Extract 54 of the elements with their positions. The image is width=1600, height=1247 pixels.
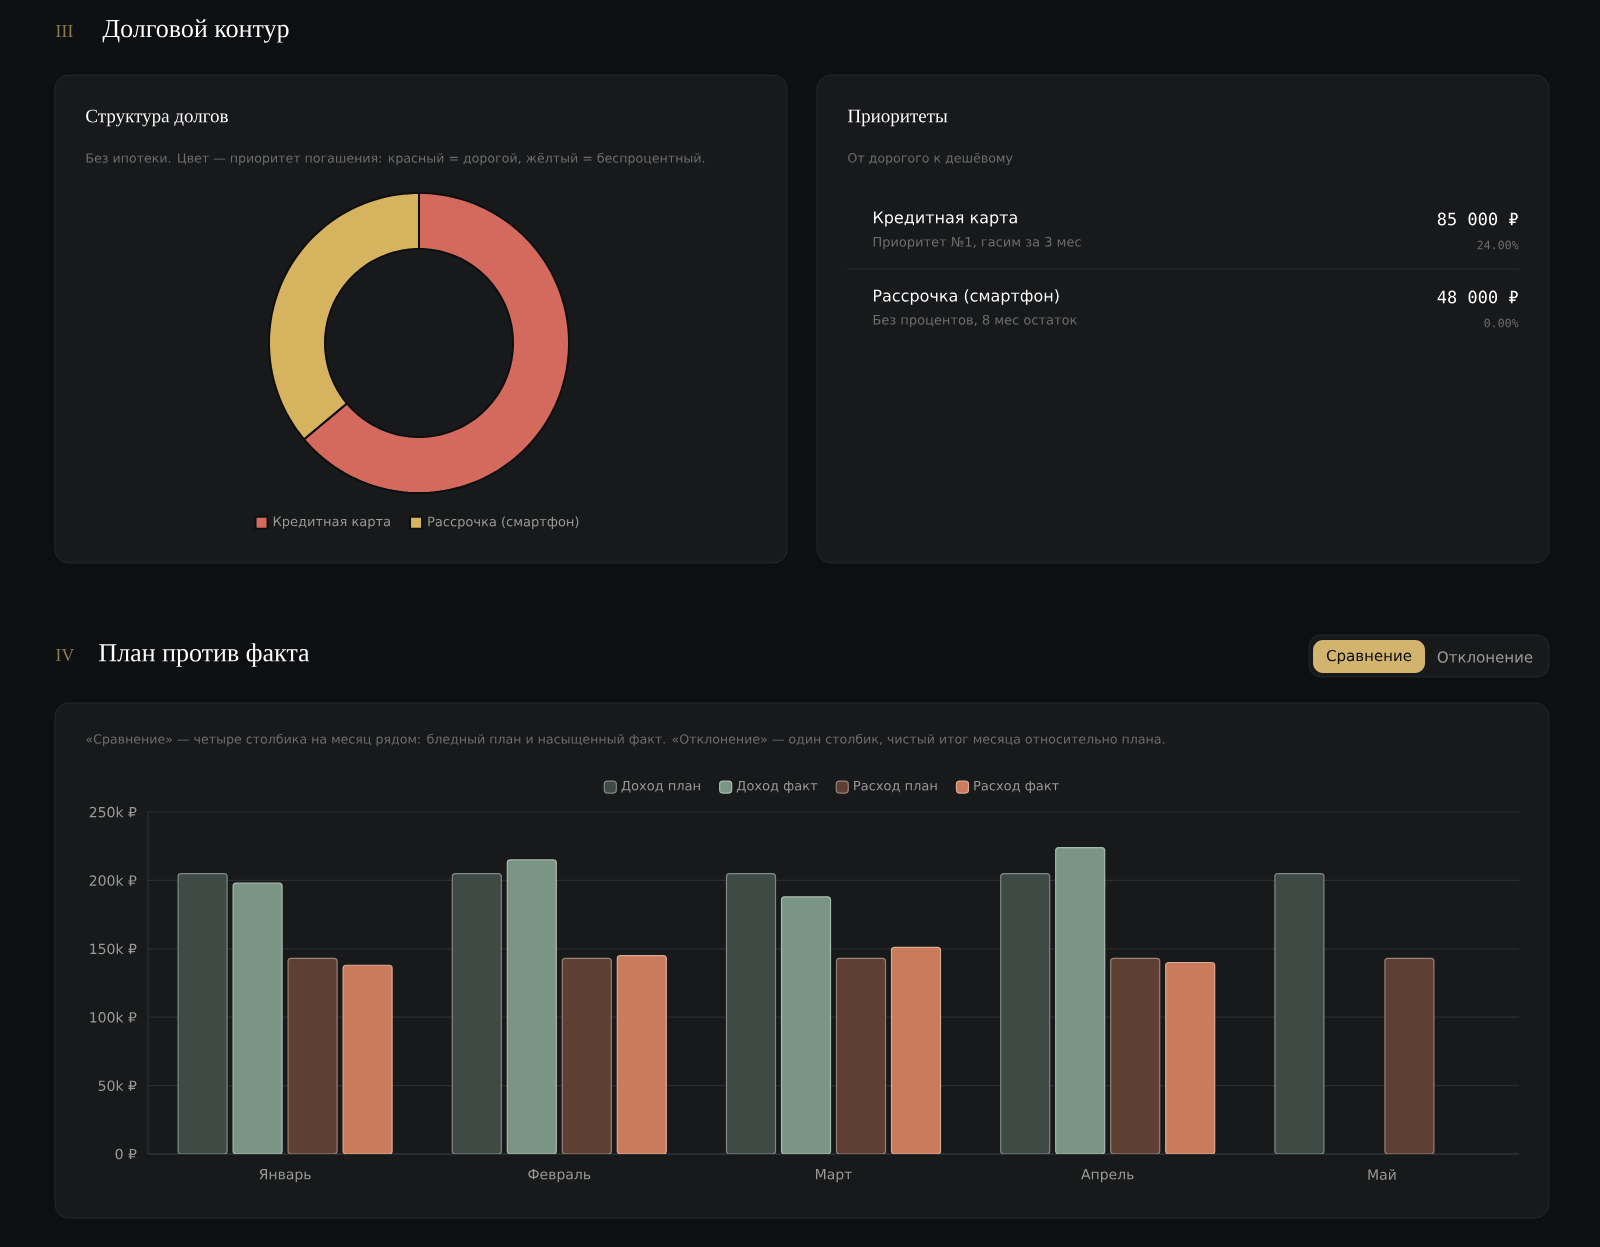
bar xyxy=(1274,872,1325,1155)
chart-subtitle: «Сравнение» — четыре столбика на месяц рядом: бледный план и насыщенный факт. «Отклонение» — один столбик, чистый итог месяца относительно плана. xyxy=(86,733,1165,747)
text: От дорогого к дешёвому xyxy=(848,152,1013,166)
text: Долговой контур xyxy=(102,19,289,43)
x-tick-label: Февраль xyxy=(528,1169,591,1183)
bar xyxy=(1000,872,1051,1155)
bar xyxy=(177,872,228,1155)
x-tick-label: Март xyxy=(816,1169,852,1183)
y-tick-label: 100k ₽ xyxy=(90,1011,137,1023)
bar xyxy=(287,957,338,1155)
y-tick-label: 150k ₽ xyxy=(90,943,137,955)
text: Отклонение xyxy=(1437,651,1533,663)
legend-label: Доход факт xyxy=(736,780,818,794)
text: 48 000 ₽ xyxy=(1437,290,1518,304)
text: Приоритеты xyxy=(847,109,948,127)
chart-subtitle: Без ипотеки. Цвет — приоритет погашения: красный = дорогой, жёлтый = беспроцентный. xyxy=(86,152,705,166)
bar xyxy=(232,882,283,1155)
text: Без процентов, 8 мес остаток xyxy=(873,314,1077,328)
text: 24.00% xyxy=(1477,240,1519,250)
bar xyxy=(561,957,612,1155)
y-tick-label: 200k ₽ xyxy=(89,875,137,886)
bar xyxy=(835,957,887,1155)
y-tick-label: 0 ₽ xyxy=(115,1148,137,1160)
text: 0.00% xyxy=(1484,318,1519,328)
text: 85 000 ₽ xyxy=(1437,212,1518,226)
bar xyxy=(1055,846,1106,1155)
x-tick-label: Май xyxy=(1368,1169,1396,1180)
bar xyxy=(342,964,393,1155)
bar xyxy=(1110,957,1161,1155)
bar xyxy=(725,872,777,1155)
y-tick-label: 250k ₽ xyxy=(89,806,137,818)
bar xyxy=(451,872,502,1155)
text: Кредитная карта xyxy=(873,211,1017,227)
legend-label: Кредитная карта xyxy=(273,516,390,529)
chart-title: Структура долгов xyxy=(86,109,228,127)
text: Рассрочка (смартфон) xyxy=(873,289,1059,305)
x-tick-label: Январь xyxy=(259,1169,311,1183)
legend-label: Расход план xyxy=(854,780,937,793)
bar xyxy=(780,896,832,1155)
bar xyxy=(616,955,667,1155)
x-tick-label: Апрель xyxy=(1081,1169,1134,1183)
text: Сравнение xyxy=(1326,649,1412,665)
legend-label: Расход факт xyxy=(974,780,1059,794)
text: План против факта xyxy=(99,643,310,667)
legend-label: Рассрочка (смартфон) xyxy=(428,516,579,529)
bar xyxy=(890,946,942,1155)
text: Приоритет №1, гасим за 3 мес xyxy=(873,236,1081,250)
legend-label: Доход план xyxy=(621,780,700,793)
bar xyxy=(506,859,557,1155)
text: IV xyxy=(56,648,75,662)
text: III xyxy=(56,25,73,37)
bar xyxy=(1384,957,1435,1155)
bar xyxy=(1165,961,1216,1155)
y-tick-label: 50k ₽ xyxy=(98,1080,137,1092)
